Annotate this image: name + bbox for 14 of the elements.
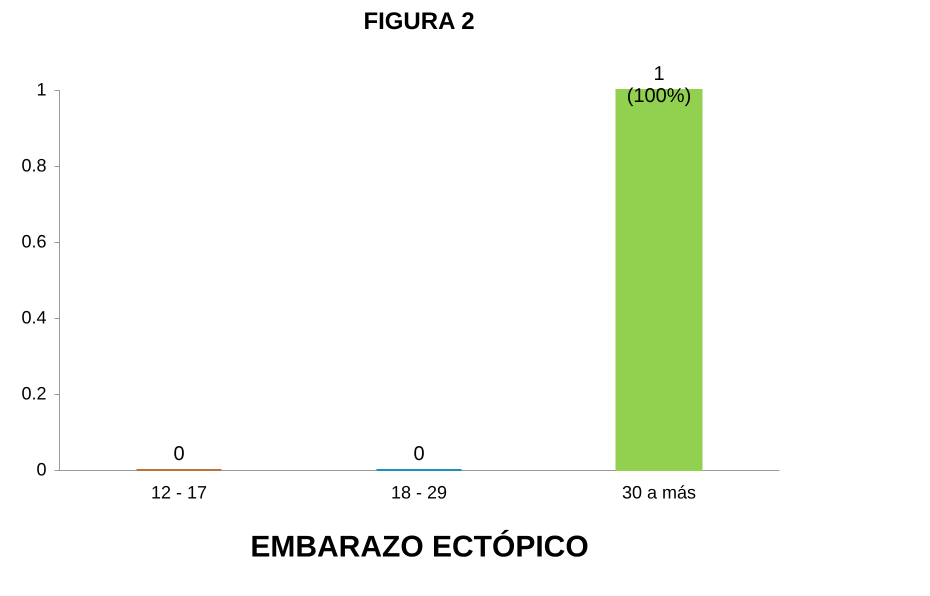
- x-tick-label: 18 - 29: [390, 482, 448, 502]
- y-tick-label: 0.8: [21, 156, 46, 176]
- chart-title: FIGURA 2: [363, 8, 475, 35]
- y-tick-label: 1: [36, 80, 46, 100]
- y-tick-label: 0: [36, 460, 46, 480]
- y-tick-label: 0.6: [21, 232, 46, 252]
- data-label: 0: [173, 443, 185, 465]
- data-label: 1 (100%): [626, 63, 692, 107]
- x-tick-label: 12 - 17: [150, 482, 208, 502]
- y-tick-label: 0.4: [21, 308, 46, 328]
- x-axis-title: EMBARAZO ECTÓPICO: [250, 530, 589, 564]
- data-label: 0: [413, 443, 425, 465]
- x-tick-label: 30 a más: [622, 482, 696, 502]
- y-tick-label: 0.2: [21, 384, 46, 404]
